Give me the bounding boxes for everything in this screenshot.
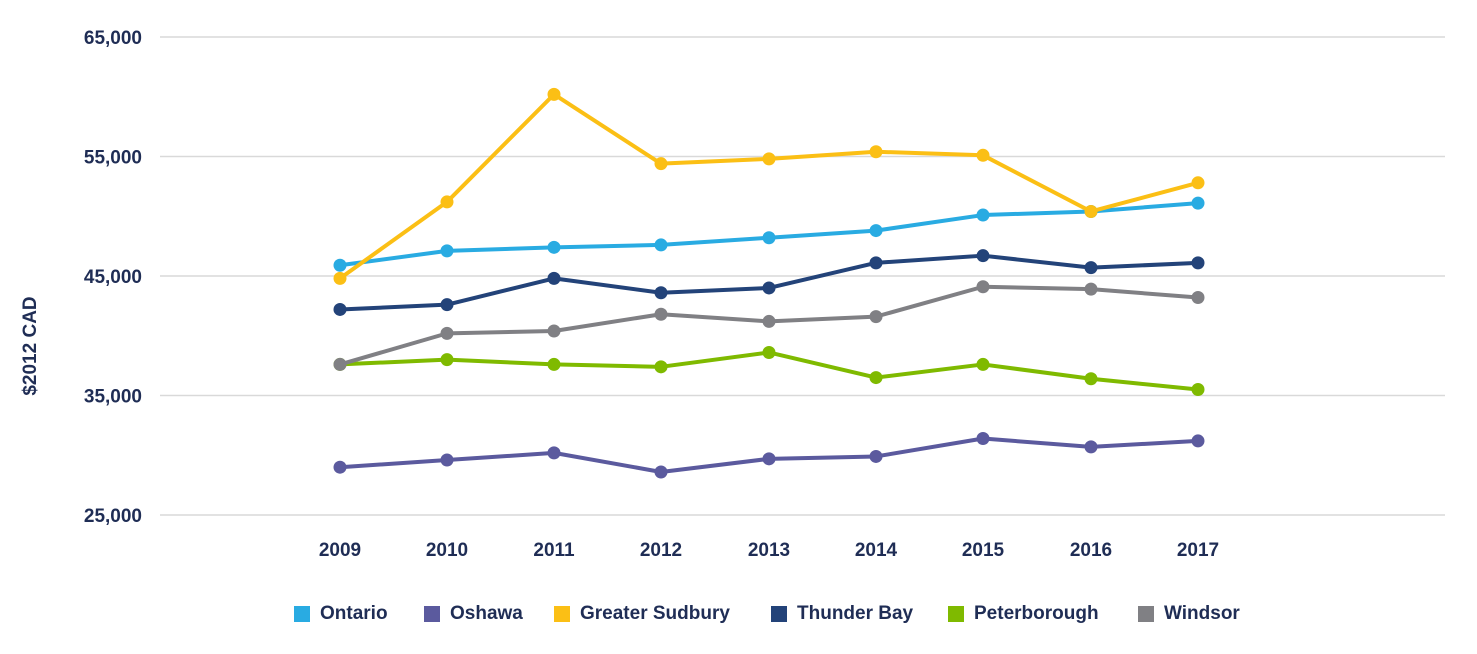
data-point xyxy=(654,360,668,374)
data-point xyxy=(654,238,668,252)
data-point xyxy=(333,258,347,272)
data-point xyxy=(976,280,990,294)
data-point xyxy=(547,240,561,254)
series-oshawa xyxy=(333,432,1205,479)
data-point xyxy=(654,286,668,300)
data-point xyxy=(976,148,990,162)
legend-swatch xyxy=(294,606,310,622)
data-point xyxy=(869,256,883,270)
x-tick-label: 2015 xyxy=(962,540,1005,561)
x-tick-label: 2011 xyxy=(533,540,575,561)
y-tick-label: 65,000 xyxy=(84,28,142,49)
data-point xyxy=(1084,440,1098,454)
data-point xyxy=(1084,204,1098,218)
data-point xyxy=(1084,261,1098,275)
legend-swatch xyxy=(554,606,570,622)
data-point xyxy=(1084,372,1098,386)
data-point xyxy=(1191,434,1205,448)
data-point xyxy=(1191,176,1205,190)
x-tick-label: 2013 xyxy=(748,540,790,561)
data-point xyxy=(440,244,454,258)
legend-item: Oshawa xyxy=(424,603,523,625)
x-tick-label: 2014 xyxy=(855,540,898,561)
x-tick-label: 2017 xyxy=(1177,540,1219,561)
data-point xyxy=(976,432,990,446)
data-point xyxy=(762,452,776,466)
data-point xyxy=(654,465,668,479)
data-point xyxy=(547,324,561,338)
data-point xyxy=(440,353,454,367)
data-point xyxy=(440,453,454,467)
data-point xyxy=(762,152,776,166)
legend-swatch xyxy=(948,606,964,622)
data-point xyxy=(333,271,347,285)
legend-item: Peterborough xyxy=(948,603,1099,625)
data-point xyxy=(1191,383,1205,397)
legend-label: Thunder Bay xyxy=(797,603,914,624)
series-thunder-bay xyxy=(333,249,1205,316)
data-point xyxy=(333,357,347,371)
data-point xyxy=(547,357,561,371)
data-point xyxy=(762,281,776,295)
series-windsor xyxy=(333,280,1205,371)
x-tick-label: 2010 xyxy=(426,540,468,561)
data-point xyxy=(440,195,454,209)
data-point xyxy=(1191,291,1205,305)
data-point xyxy=(762,231,776,245)
data-point xyxy=(440,326,454,340)
x-axis-ticks: 2009 2010 2011 2012 2013 2014 2015 2016 2017 xyxy=(319,540,1219,561)
data-point xyxy=(976,357,990,371)
legend-item: Windsor xyxy=(1138,603,1240,625)
data-point xyxy=(547,446,561,460)
y-tick-label: 25,000 xyxy=(84,506,142,527)
data-point xyxy=(654,157,668,171)
y-axis-ticks: 25,000 35,000 45,000 55,000 65,000 xyxy=(84,28,142,527)
gridlines xyxy=(160,36,1445,516)
data-point xyxy=(1191,256,1205,270)
series-layer xyxy=(333,87,1205,479)
legend-label: Peterborough xyxy=(974,603,1099,624)
data-point xyxy=(869,310,883,324)
legend-swatch xyxy=(424,606,440,622)
data-point xyxy=(869,371,883,385)
data-point xyxy=(333,302,347,316)
data-point xyxy=(976,249,990,263)
series-ontario xyxy=(333,196,1205,272)
data-point xyxy=(976,208,990,222)
x-tick-label: 2016 xyxy=(1070,540,1112,561)
x-tick-label: 2009 xyxy=(319,540,361,561)
legend-label: Windsor xyxy=(1164,603,1240,624)
legend-item: Ontario xyxy=(294,603,388,625)
data-point xyxy=(762,314,776,328)
legend-item: Thunder Bay xyxy=(771,603,913,625)
series-peterborough xyxy=(333,345,1205,397)
y-axis-title: $2012 CAD xyxy=(20,296,41,395)
legend-swatch xyxy=(771,606,787,622)
y-tick-label: 45,000 xyxy=(84,267,142,288)
data-point xyxy=(1084,282,1098,296)
data-point xyxy=(869,449,883,463)
data-point xyxy=(547,271,561,285)
data-point xyxy=(654,307,668,321)
legend-item: Greater Sudbury xyxy=(554,603,730,625)
data-point xyxy=(1191,196,1205,210)
data-point xyxy=(333,460,347,474)
data-point xyxy=(440,298,454,312)
y-tick-label: 55,000 xyxy=(84,148,142,169)
data-point xyxy=(869,145,883,159)
data-point xyxy=(547,87,561,101)
x-tick-label: 2012 xyxy=(640,540,682,561)
legend-label: Oshawa xyxy=(450,603,523,624)
y-tick-label: 35,000 xyxy=(84,387,142,408)
legend-label: Ontario xyxy=(320,603,388,624)
data-point xyxy=(762,345,776,359)
data-point xyxy=(869,224,883,238)
series-greater-sudbury xyxy=(333,87,1205,285)
legend-swatch xyxy=(1138,606,1154,622)
legend-label: Greater Sudbury xyxy=(580,603,730,624)
